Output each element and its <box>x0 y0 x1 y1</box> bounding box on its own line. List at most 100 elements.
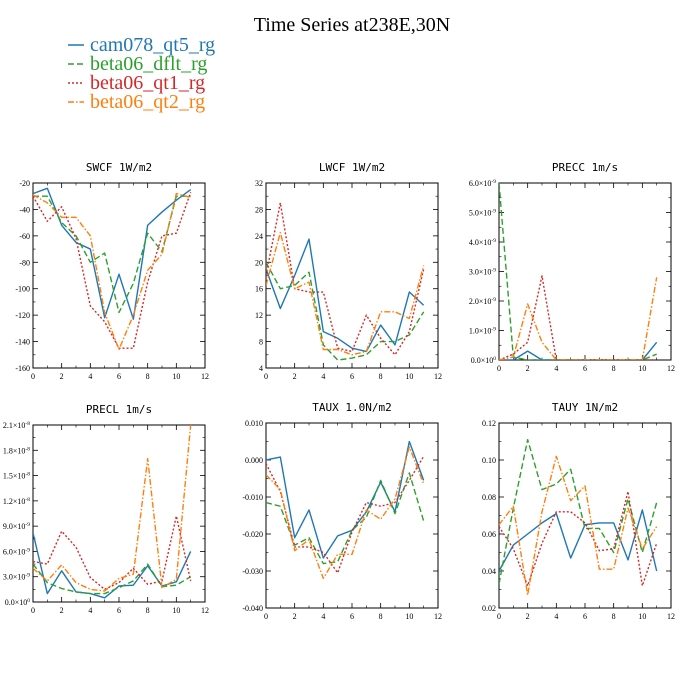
y-tick-label: 1.8×10-8 <box>3 446 30 455</box>
x-tick-label: 8 <box>612 612 616 621</box>
series-line-beta06_dflt_rg <box>499 183 657 360</box>
y-tick-mantissa: 2.1×10 <box>3 421 26 430</box>
y-tick-label: 8 <box>259 338 263 347</box>
legend-entry: beta06_qt2_rg <box>68 91 205 113</box>
legend: cam078_qt5_rgbeta06_dflt_rgbeta06_qt1_rg… <box>68 34 215 113</box>
x-tick-label: 0 <box>497 364 501 373</box>
legend-label: beta06_qt1_rg <box>90 72 205 94</box>
y-tick-exponent: -9 <box>491 327 496 333</box>
series-line-beta06_qt1_rg <box>266 455 425 574</box>
y-tick-mantissa: 1.5×10 <box>3 472 26 481</box>
series-line-beta06_qt2_rg <box>499 277 658 360</box>
y-tick-mantissa: 6.0×10 <box>469 179 492 188</box>
y-tick-label: 6.0×10-9 <box>469 179 496 188</box>
y-tick-label: 1.2×10-8 <box>3 497 30 506</box>
y-tick-label: 0.02 <box>482 604 496 613</box>
y-tick-mantissa: 6.0×10 <box>3 547 26 556</box>
x-tick-label: 8 <box>612 364 616 373</box>
y-tick-label: 2.1×10-8 <box>3 421 30 430</box>
y-tick-label: 0.0×100 <box>471 356 497 365</box>
y-tick-label: -100 <box>15 285 30 294</box>
y-tick-exponent: -8 <box>25 472 30 478</box>
y-tick-mantissa: 9.0×10 <box>3 522 26 531</box>
x-tick-label: 12 <box>434 372 442 381</box>
x-tick-label: 0 <box>264 612 268 621</box>
y-tick-mantissa: 1.2×10 <box>3 497 26 506</box>
y-tick-label: -40 <box>19 205 30 214</box>
x-tick-label: 8 <box>379 372 383 381</box>
series-line-beta06_qt2_rg <box>266 231 425 356</box>
y-tick-mantissa: 1.8×10 <box>3 446 26 455</box>
x-tick-label: 12 <box>667 612 675 621</box>
x-tick-label: 10 <box>638 364 646 373</box>
y-tick-label: 0.010 <box>245 419 263 428</box>
series-line-beta06_qt1_rg <box>499 275 657 360</box>
y-tick-mantissa: 1.0×10 <box>469 327 492 336</box>
plot-frame <box>498 182 672 361</box>
y-tick-label: -0.040 <box>242 604 263 613</box>
x-tick-label: 10 <box>172 372 180 381</box>
y-tick-label: 0.10 <box>482 456 496 465</box>
y-tick-label: 0.12 <box>482 419 496 428</box>
y-tick-label: 20 <box>255 258 263 267</box>
y-tick-label: -160 <box>15 364 30 373</box>
series-line-beta06_qt2_rg <box>33 425 192 592</box>
y-tick-mantissa: 0.0×10 <box>471 356 494 365</box>
x-tick-label: 12 <box>667 364 675 373</box>
y-tick-label: 32 <box>255 179 263 188</box>
y-tick-mantissa: 2.0×10 <box>469 297 492 306</box>
x-tick-label: 0 <box>31 606 35 615</box>
y-tick-exponent: -9 <box>491 297 496 303</box>
y-tick-label: 4 <box>259 364 263 373</box>
legend-entry: beta06_dflt_rg <box>68 53 207 75</box>
panel-title: TAUX 1.0N/m2 <box>312 401 391 414</box>
y-tick-exponent: -8 <box>25 497 30 503</box>
y-tick-label: -20 <box>19 179 30 188</box>
x-tick-label: 10 <box>638 612 646 621</box>
series-line-cam078_qt5_rg <box>266 440 425 559</box>
y-tick-mantissa: 5.0×10 <box>469 209 492 218</box>
y-tick-label: 0.04 <box>482 567 496 576</box>
figure-title: Time Series at238E,30N <box>254 14 450 36</box>
y-tick-label: 6.0×10-9 <box>3 547 30 556</box>
y-tick-label: 12 <box>255 311 263 320</box>
y-tick-exponent: 0 <box>27 598 30 604</box>
legend-entry: beta06_qt1_rg <box>68 72 205 94</box>
legend-label: cam078_qt5_rg <box>90 34 215 56</box>
y-tick-mantissa: 3.0×10 <box>3 573 26 582</box>
panel-title: PRECL 1m/s <box>86 403 152 416</box>
y-tick-label: 24 <box>255 232 263 241</box>
chart-panel: SWCF 1W/m2 0 2 4 6 8 10 12 -20 -40 -60 -80 -100 -120 -… <box>15 161 209 381</box>
series-line-beta06_dflt_rg <box>499 438 658 585</box>
series-line-beta06_qt1_rg <box>499 490 658 587</box>
y-tick-label: 9.0×10-9 <box>3 522 30 531</box>
plot-frame <box>265 182 439 369</box>
y-tick-label: 5.0×10-9 <box>469 209 496 218</box>
x-tick-label: 2 <box>526 612 530 621</box>
y-tick-label: 16 <box>255 285 263 294</box>
x-tick-label: 6 <box>350 612 354 621</box>
y-tick-label: -0.020 <box>242 530 263 539</box>
y-tick-label: 0.0×100 <box>5 598 31 607</box>
y-tick-label: 28 <box>255 205 263 214</box>
x-tick-label: 2 <box>293 372 297 381</box>
y-tick-label: -0.010 <box>242 493 263 502</box>
x-tick-label: 12 <box>434 612 442 621</box>
y-tick-label: -0.030 <box>242 567 263 576</box>
y-tick-exponent: -9 <box>491 238 496 244</box>
x-tick-label: 6 <box>583 612 587 621</box>
y-tick-label: 3.0×10-9 <box>3 573 30 582</box>
panel-title: LWCF 1W/m2 <box>319 161 385 174</box>
legend-label: beta06_dflt_rg <box>90 53 207 75</box>
x-tick-label: 4 <box>321 372 325 381</box>
series-line-beta06_dflt_rg <box>266 261 425 361</box>
x-tick-label: 8 <box>379 612 383 621</box>
x-tick-label: 0 <box>31 372 35 381</box>
panel-title: SWCF 1W/m2 <box>86 161 152 174</box>
legend-label: beta06_qt2_rg <box>90 91 205 113</box>
x-tick-label: 2 <box>60 372 64 381</box>
chart-panel: TAUY 1N/m2 0 2 4 6 8 10 12 0.12 0.10 0.08 0.06 0.04 0… <box>482 401 675 621</box>
x-tick-label: 4 <box>88 606 92 615</box>
series-line-beta06_qt1_rg <box>33 192 192 349</box>
